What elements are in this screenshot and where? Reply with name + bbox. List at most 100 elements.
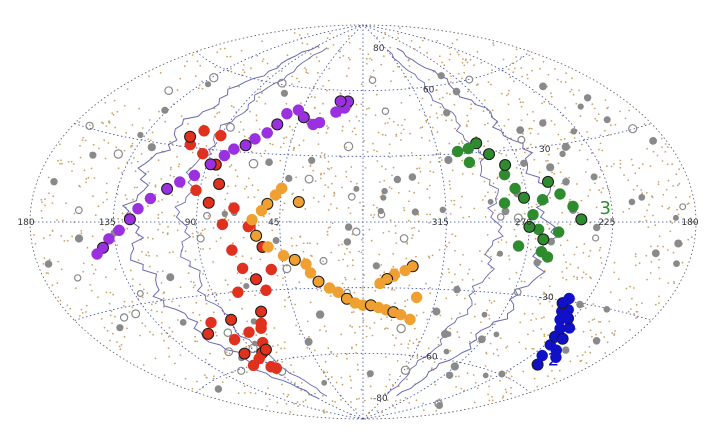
background-dot xyxy=(550,92,552,95)
background-dot xyxy=(459,206,462,209)
background-dot xyxy=(429,161,432,164)
background-dot xyxy=(515,150,517,152)
background-dot xyxy=(508,193,511,196)
background-dot xyxy=(397,192,400,194)
background-dot xyxy=(160,282,163,284)
series-point xyxy=(246,213,258,226)
background-dot xyxy=(634,253,637,255)
background-dot xyxy=(160,332,163,335)
background-dot xyxy=(255,114,258,117)
background-dot xyxy=(388,230,390,233)
background-dot xyxy=(468,268,471,271)
gray-source xyxy=(308,156,316,164)
background-dot xyxy=(341,383,344,386)
background-dot xyxy=(215,240,218,243)
background-dot xyxy=(573,253,576,256)
background-dot xyxy=(132,278,134,280)
background-dot xyxy=(341,186,343,189)
background-dot xyxy=(339,92,342,94)
background-dot xyxy=(349,212,352,215)
background-dot xyxy=(291,75,293,78)
background-dot xyxy=(84,139,87,142)
background-dot xyxy=(156,270,159,273)
background-dot xyxy=(61,162,63,165)
background-dot xyxy=(658,258,660,261)
series-point xyxy=(216,218,229,231)
background-dot xyxy=(214,291,216,294)
background-dot xyxy=(97,296,99,298)
background-dot xyxy=(259,88,262,90)
background-dot xyxy=(325,330,327,332)
background-dot xyxy=(319,329,321,332)
background-dot xyxy=(285,402,288,405)
series-point xyxy=(410,291,423,304)
background-dot xyxy=(577,211,579,214)
background-dot xyxy=(569,360,572,363)
background-dot xyxy=(114,315,116,318)
background-dot xyxy=(157,228,159,231)
background-dot xyxy=(544,143,546,146)
latitude-tick-label: 60 xyxy=(423,85,435,95)
background-dot xyxy=(548,102,551,105)
gray-source xyxy=(113,149,124,159)
gray-source xyxy=(89,151,97,159)
background-dot xyxy=(507,103,510,106)
background-dot xyxy=(507,68,510,71)
background-dot xyxy=(241,255,244,257)
background-dot xyxy=(123,105,126,107)
background-dot xyxy=(470,332,473,334)
background-dot xyxy=(569,90,572,93)
gray-source xyxy=(393,175,402,184)
background-dot xyxy=(176,229,179,232)
background-dot xyxy=(274,248,277,250)
background-dot xyxy=(570,88,573,91)
background-dot xyxy=(355,103,358,106)
background-dot xyxy=(559,244,562,247)
background-dot xyxy=(282,142,285,145)
background-dot xyxy=(666,146,669,149)
gray-source xyxy=(73,274,82,282)
background-dot xyxy=(384,134,387,137)
gray-source xyxy=(248,343,258,354)
background-dot xyxy=(598,189,600,192)
background-dot xyxy=(554,68,556,70)
background-dot xyxy=(115,146,118,149)
background-dot xyxy=(406,378,408,381)
background-dot xyxy=(41,201,43,204)
background-dot xyxy=(418,230,420,233)
background-dot xyxy=(205,376,208,379)
background-dot xyxy=(358,397,360,400)
background-dot xyxy=(331,222,334,225)
background-dot xyxy=(186,60,188,63)
background-dot xyxy=(649,272,652,274)
background-dot xyxy=(154,302,157,305)
background-dot xyxy=(376,93,378,96)
background-dot xyxy=(466,125,468,128)
background-dot xyxy=(608,190,611,193)
background-dot xyxy=(266,405,268,408)
background-dot xyxy=(351,130,354,133)
background-dot xyxy=(520,280,523,283)
background-dot xyxy=(141,250,143,253)
survey-outline xyxy=(396,47,559,397)
series-point xyxy=(123,213,136,226)
background-dot xyxy=(408,94,411,97)
background-dot xyxy=(133,157,135,159)
background-dot xyxy=(192,281,195,284)
background-dot xyxy=(327,186,330,189)
background-dot xyxy=(656,245,659,248)
background-dot xyxy=(449,349,452,352)
longitude-tick-label: 180 xyxy=(681,218,698,228)
gray-source xyxy=(487,198,494,205)
background-dot xyxy=(350,166,353,168)
background-dot xyxy=(362,319,365,322)
background-dot xyxy=(256,100,258,103)
background-dot xyxy=(176,156,179,158)
background-dot xyxy=(194,335,197,338)
gray-source xyxy=(674,239,683,248)
background-dot xyxy=(156,255,159,257)
background-dot xyxy=(151,131,154,134)
background-dot xyxy=(503,146,505,149)
background-dot xyxy=(614,330,616,332)
background-dot xyxy=(427,255,430,258)
